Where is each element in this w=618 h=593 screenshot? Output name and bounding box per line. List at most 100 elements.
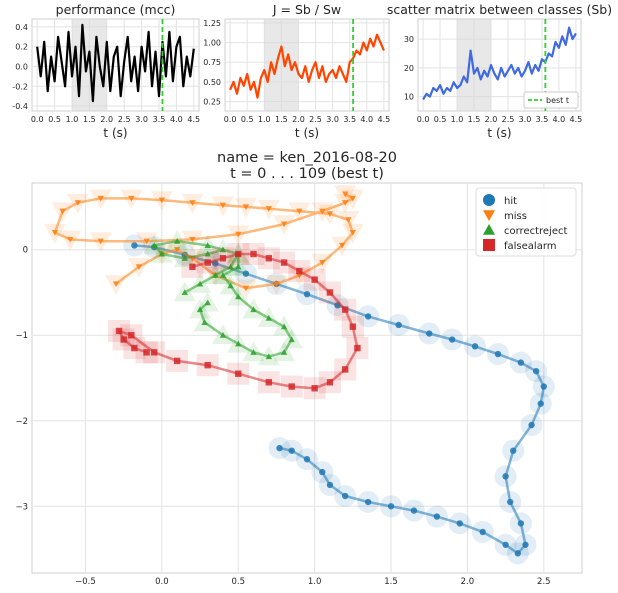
data-point <box>288 383 295 390</box>
data-point <box>517 520 525 527</box>
legend-label-falsealarm: falsealarm <box>504 241 557 252</box>
series-correctreject <box>143 230 303 366</box>
x-tick-label: 2.0 <box>100 115 113 124</box>
x-tick-label: 0.5 <box>241 115 254 124</box>
data-point <box>265 379 273 386</box>
x-tick-label: 3.0 <box>519 115 532 124</box>
data-point <box>311 385 318 392</box>
panel-title: scatter matrix between classes (Sb) <box>387 2 612 17</box>
trajectory-panel: −0.5 0.0 0.5 1.0 1.5 2.0 2.5 −3 −2 −1 0 name = ken_… <box>15 150 583 587</box>
x-tick-label: 0.5 <box>231 577 245 587</box>
legend-box <box>475 187 577 257</box>
data-point <box>265 314 273 321</box>
x-tick-label: 0.5 <box>48 115 61 124</box>
data-point <box>280 259 288 266</box>
data-point <box>319 208 326 215</box>
data-point <box>345 217 352 223</box>
x-tick-label: 2.5 <box>118 115 131 124</box>
data-point <box>219 272 227 278</box>
x-tick-label: 4.5 <box>187 115 200 124</box>
shaded-window <box>457 19 492 111</box>
x-tick-label: 3.0 <box>326 115 339 124</box>
data-point <box>338 242 346 249</box>
performance-panel: 0.0 0.5 1.0 1.5 2.0 2.5 3.0 3.5 4.0 4.5 -0.4 -0.2 0.… <box>12 2 200 140</box>
data-point <box>74 200 82 206</box>
data-point <box>433 513 441 520</box>
data-point <box>326 481 334 489</box>
data-point <box>354 344 361 352</box>
x-tick-label: 3.0 <box>135 115 148 124</box>
data-point <box>158 197 166 204</box>
y-tick-label: 0.0 <box>15 62 28 71</box>
data-point <box>265 206 273 212</box>
x-tick-label: 4.5 <box>378 115 391 124</box>
data-point <box>494 350 502 358</box>
data-point <box>196 306 204 313</box>
data-point <box>250 349 257 355</box>
data-point <box>120 336 127 343</box>
data-point <box>181 255 188 261</box>
x-tick-label: 3.5 <box>536 115 549 124</box>
data-point <box>235 340 242 347</box>
x-tick-label: 1.0 <box>66 115 79 124</box>
data-point <box>189 200 196 206</box>
x-tick-label: 0.0 <box>155 577 169 587</box>
data-point <box>242 204 250 211</box>
data-point <box>522 541 529 548</box>
data-point <box>97 238 104 245</box>
data-point <box>341 366 349 373</box>
legend-best-t-label: best t <box>546 96 569 105</box>
data-point <box>280 349 288 355</box>
data-point <box>528 421 535 429</box>
data-point <box>219 332 227 338</box>
data-point <box>235 293 242 300</box>
data-point <box>51 230 59 236</box>
data-point <box>349 195 357 202</box>
data-point <box>227 263 234 270</box>
x-tick-label: 0.5 <box>434 115 447 124</box>
x-tick-label: 1.0 <box>308 577 322 587</box>
data-point <box>296 208 303 215</box>
y-tick-label: 0.50 <box>203 78 221 87</box>
y-tick-label: 30 <box>404 35 414 44</box>
x-tick-label: 1.5 <box>275 115 288 124</box>
data-point <box>502 541 509 548</box>
trajectory-line <box>134 244 546 555</box>
x-tick-label: 2.5 <box>502 115 515 124</box>
j-ratio-panel: 0.0 0.5 1.0 1.5 2.0 2.5 3.0 3.5 4.0 4.5 0.25 0.50 0.… <box>203 2 390 140</box>
data-point <box>326 211 334 217</box>
x-tick-label: −0.5 <box>75 577 96 587</box>
data-point <box>349 323 357 330</box>
data-point <box>158 250 166 257</box>
x-tick-label: 2.0 <box>485 115 498 124</box>
x-tick-label: 0.0 <box>31 115 44 124</box>
y-tick-label: 20 <box>404 64 414 73</box>
data-point <box>471 343 479 350</box>
x-tick-label: 2.0 <box>461 577 475 587</box>
legend-label-miss: miss <box>504 211 527 222</box>
data-point <box>364 313 372 320</box>
y-tick-label: 1.00 <box>203 39 221 48</box>
x-tick-label: 3.5 <box>153 115 166 124</box>
data-point <box>204 299 211 306</box>
y-tick-label: −3 <box>15 502 28 512</box>
legend-swatch-miss <box>483 210 495 221</box>
data-point <box>311 276 318 283</box>
x-tick-label: 1.0 <box>258 115 271 124</box>
x-tick-label: 0.0 <box>417 115 430 124</box>
y-tick-label: 0.4 <box>15 23 28 32</box>
data-point <box>349 230 357 236</box>
data-point <box>410 507 418 514</box>
y-tick-label: 1.25 <box>203 19 221 28</box>
data-point <box>303 290 311 298</box>
data-point <box>173 237 181 244</box>
x-tick-label: 3.5 <box>343 115 356 124</box>
data-point <box>235 370 242 377</box>
data-point <box>250 250 257 258</box>
data-point <box>479 528 486 536</box>
legend-swatch-correctreject <box>483 224 495 235</box>
data-point <box>189 236 196 243</box>
y-tick-label: -0.2 <box>12 82 28 91</box>
data-point <box>235 231 242 238</box>
data-point <box>319 468 326 476</box>
